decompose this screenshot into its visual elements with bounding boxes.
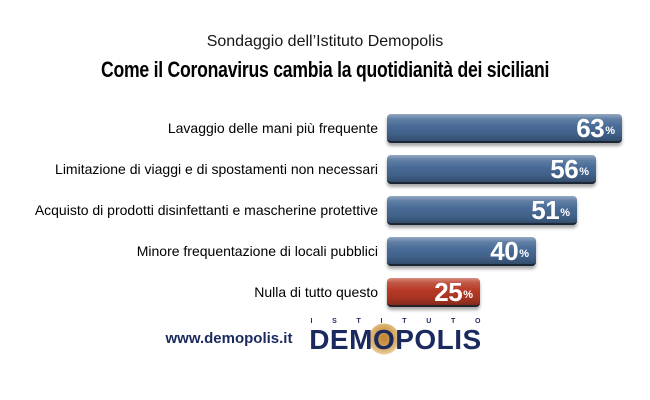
logo-istituto-letter: O xyxy=(474,318,481,325)
bar-track: 51 % xyxy=(387,196,650,225)
bar: 51 % xyxy=(387,196,577,225)
logo-istituto-letter: I xyxy=(380,318,383,325)
page-title: Come il Coronavirus cambia la quotidiani… xyxy=(0,57,650,83)
bar-label: Lavaggio delle mani più frequente xyxy=(167,119,378,136)
logo-istituto-letter: T xyxy=(450,318,456,325)
logo-wordmark-polis: POLIS xyxy=(395,324,482,355)
bar-chart: Lavaggio delle mani più frequente 63 % L… xyxy=(0,114,650,319)
percent-sign: % xyxy=(605,125,615,137)
bar-value: 40 xyxy=(490,235,519,266)
chart-row: Nulla di tutto questo 25 % xyxy=(0,278,650,307)
logo-wordmark: DEM OPOLIS xyxy=(306,323,484,355)
bar-value: 51 xyxy=(531,194,560,225)
logo-istituto-letter: T xyxy=(402,318,407,325)
chart-row: Minore frequentazione di locali pubblici… xyxy=(0,237,650,266)
bar-value: 63 xyxy=(576,112,605,143)
chart-row: Acquisto di prodotti disinfettanti e mas… xyxy=(0,196,650,225)
bar: 56 % xyxy=(387,155,596,184)
bar: 63 % xyxy=(387,114,622,143)
bar-label: Acquisto di prodotti disinfettanti e mas… xyxy=(34,201,378,218)
chart-row: Lavaggio delle mani più frequente 63 % xyxy=(0,114,650,143)
page-title-text: Come il Coronavirus cambia la quotidiani… xyxy=(100,57,550,82)
logo-istituto-letter: T xyxy=(356,318,361,325)
logo-wordmark-o: O xyxy=(368,323,400,355)
bar-value: 56 xyxy=(550,153,579,184)
website-link[interactable]: www.demopolis.it xyxy=(165,330,293,347)
bar-label: Limitazione di viaggi e di spostamenti n… xyxy=(55,160,378,177)
logo-wordmark-o-letter: O xyxy=(372,324,396,355)
logo-wordmark-dem: DEM xyxy=(309,324,373,355)
bar: 40 % xyxy=(387,237,536,266)
percent-sign: % xyxy=(463,289,473,301)
bar-label: Minore frequentazione di locali pubblici xyxy=(136,242,378,259)
bar-track: 63 % xyxy=(387,114,650,143)
bar-track: 40 % xyxy=(387,237,650,266)
logo-istituto-letter: U xyxy=(426,318,432,325)
percent-sign: % xyxy=(560,207,570,219)
bar-track: 25 % xyxy=(387,278,650,307)
survey-source-subtitle: Sondaggio dell’Istituto Demopolis xyxy=(206,33,444,50)
chart-row: Limitazione di viaggi e di spostamenti n… xyxy=(0,155,650,184)
percent-sign: % xyxy=(519,248,529,260)
logo-istituto-letter: I xyxy=(310,318,313,325)
percent-sign: % xyxy=(579,166,589,178)
bar-label: Nulla di tutto questo xyxy=(254,283,378,300)
bar-track: 56 % xyxy=(387,155,650,184)
logo-istituto-letter: S xyxy=(332,318,337,325)
bar-value: 25 xyxy=(434,276,463,307)
bar: 25 % xyxy=(387,278,480,307)
